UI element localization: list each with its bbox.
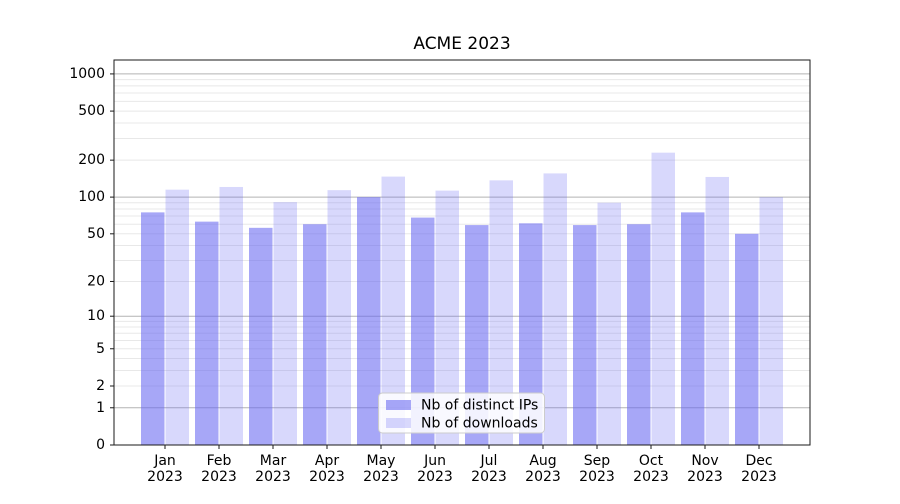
x-tick-label-year: 2023: [525, 469, 561, 485]
bar-downloads-may: [381, 176, 405, 446]
x-tick-label-month: Mar: [260, 453, 287, 469]
y-tick-label: 0: [96, 437, 105, 453]
x-tick-label-month: May: [367, 453, 396, 469]
bar-distinct-ips-sep: [573, 225, 597, 445]
x-tick-label-month: Nov: [691, 453, 718, 469]
legend-label-distinct-ips: Nb of distinct IPs: [421, 398, 538, 414]
x-tick-label-month: Jun: [423, 453, 446, 469]
bar-distinct-ips-may: [357, 197, 381, 445]
x-tick-label-year: 2023: [579, 469, 615, 485]
x-tick-label-year: 2023: [417, 469, 453, 485]
x-tick-label-year: 2023: [687, 469, 723, 485]
bar-distinct-ips-apr: [303, 224, 327, 445]
bar-distinct-ips-jul: [465, 225, 489, 445]
bar-downloads-feb: [219, 186, 243, 445]
bar-downloads-mar: [273, 202, 297, 445]
x-tick-label-year: 2023: [471, 469, 507, 485]
bar-downloads-nov: [705, 176, 729, 445]
bar-distinct-ips-feb: [195, 221, 219, 445]
x-tick-label-year: 2023: [741, 469, 777, 485]
y-tick-label: 10: [87, 308, 105, 324]
bar-distinct-ips-jan: [141, 212, 165, 445]
y-tick-label: 1: [96, 400, 105, 416]
bar-distinct-ips-nov: [681, 212, 705, 445]
y-tick-label: 5: [96, 341, 105, 357]
x-tick-label-year: 2023: [147, 469, 183, 485]
bar-downloads-oct: [651, 152, 675, 445]
bar-distinct-ips-oct: [627, 224, 651, 445]
x-tick-label-month: Jan: [153, 453, 176, 469]
y-tick-label: 200: [78, 152, 105, 168]
y-tick-label: 500: [78, 103, 105, 119]
chart-title: ACME 2023: [413, 34, 510, 54]
y-tick-label: 20: [87, 273, 105, 289]
y-tick-label: 2: [96, 378, 105, 394]
x-tick-label-month: Oct: [639, 453, 664, 469]
legend: Nb of distinct IPs Nb of downloads: [378, 392, 545, 434]
bar-downloads-jul: [489, 180, 513, 446]
x-tick-label-month: Sep: [584, 453, 611, 469]
legend-label-downloads: Nb of downloads: [421, 416, 538, 432]
bar-distinct-ips-mar: [249, 227, 273, 445]
x-tick-label-month: Aug: [529, 453, 556, 469]
y-tick-label: 1000: [69, 66, 105, 82]
bar-downloads-sep: [597, 202, 621, 445]
axes-spines: [113, 59, 811, 446]
bar-distinct-ips-aug: [519, 223, 543, 445]
bar-downloads-apr: [327, 190, 351, 445]
bar-distinct-ips-dec: [735, 233, 759, 445]
x-tick-label-month: Jul: [480, 453, 498, 469]
legend-swatch-downloads: [386, 418, 411, 428]
y-tick-label: 50: [87, 226, 105, 242]
x-tick-label-year: 2023: [201, 469, 237, 485]
x-tick-label-year: 2023: [309, 469, 345, 485]
bar-downloads-aug: [543, 173, 567, 446]
bar-downloads-jan: [165, 189, 189, 445]
x-tick-label-month: Feb: [207, 453, 232, 469]
x-tick-label-year: 2023: [363, 469, 399, 485]
x-tick-label-month: Apr: [315, 453, 339, 469]
bar-downloads-dec: [759, 197, 783, 445]
bar-distinct-ips-jun: [411, 217, 435, 445]
x-tick-label-month: Dec: [745, 453, 772, 469]
legend-swatch-distinct-ips: [386, 400, 411, 410]
y-tick-label: 100: [78, 189, 105, 205]
x-tick-label-year: 2023: [255, 469, 291, 485]
x-tick-label-year: 2023: [633, 469, 669, 485]
bar-downloads-jun: [435, 190, 459, 445]
legend-box: [378, 392, 545, 434]
